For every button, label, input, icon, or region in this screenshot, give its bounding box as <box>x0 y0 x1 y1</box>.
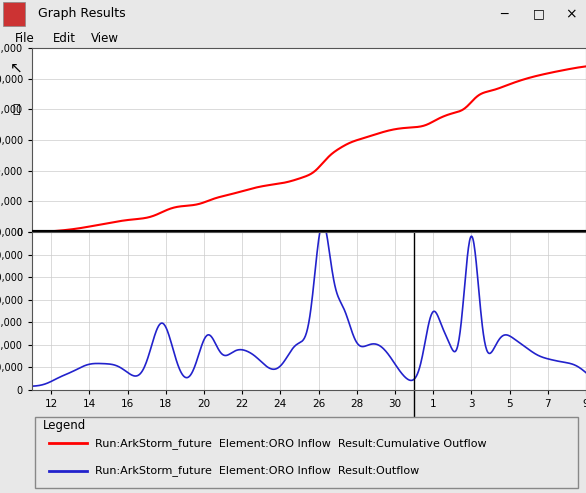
Text: ↖: ↖ <box>9 61 22 76</box>
Text: Graph Results: Graph Results <box>38 7 126 21</box>
Text: Run:ArkStorm_future  Element:ORO Inflow  Result:Cumulative Outflow: Run:ArkStorm_future Element:ORO Inflow R… <box>96 438 487 449</box>
Text: ×: × <box>565 7 577 21</box>
Text: File: File <box>15 32 35 44</box>
FancyBboxPatch shape <box>3 2 25 26</box>
Text: □: □ <box>533 7 545 21</box>
Text: Legend: Legend <box>43 419 86 432</box>
Text: Jan2072: Jan2072 <box>143 418 189 428</box>
FancyBboxPatch shape <box>35 417 578 488</box>
Text: 🔍: 🔍 <box>12 103 20 116</box>
Text: View: View <box>91 32 119 44</box>
Text: Run:ArkStorm_future  Element:ORO Inflow  Result:Outflow: Run:ArkStorm_future Element:ORO Inflow R… <box>96 465 420 476</box>
Text: Edit: Edit <box>53 32 76 44</box>
Text: Feb2072: Feb2072 <box>486 418 534 428</box>
Text: ─: ─ <box>500 7 507 21</box>
